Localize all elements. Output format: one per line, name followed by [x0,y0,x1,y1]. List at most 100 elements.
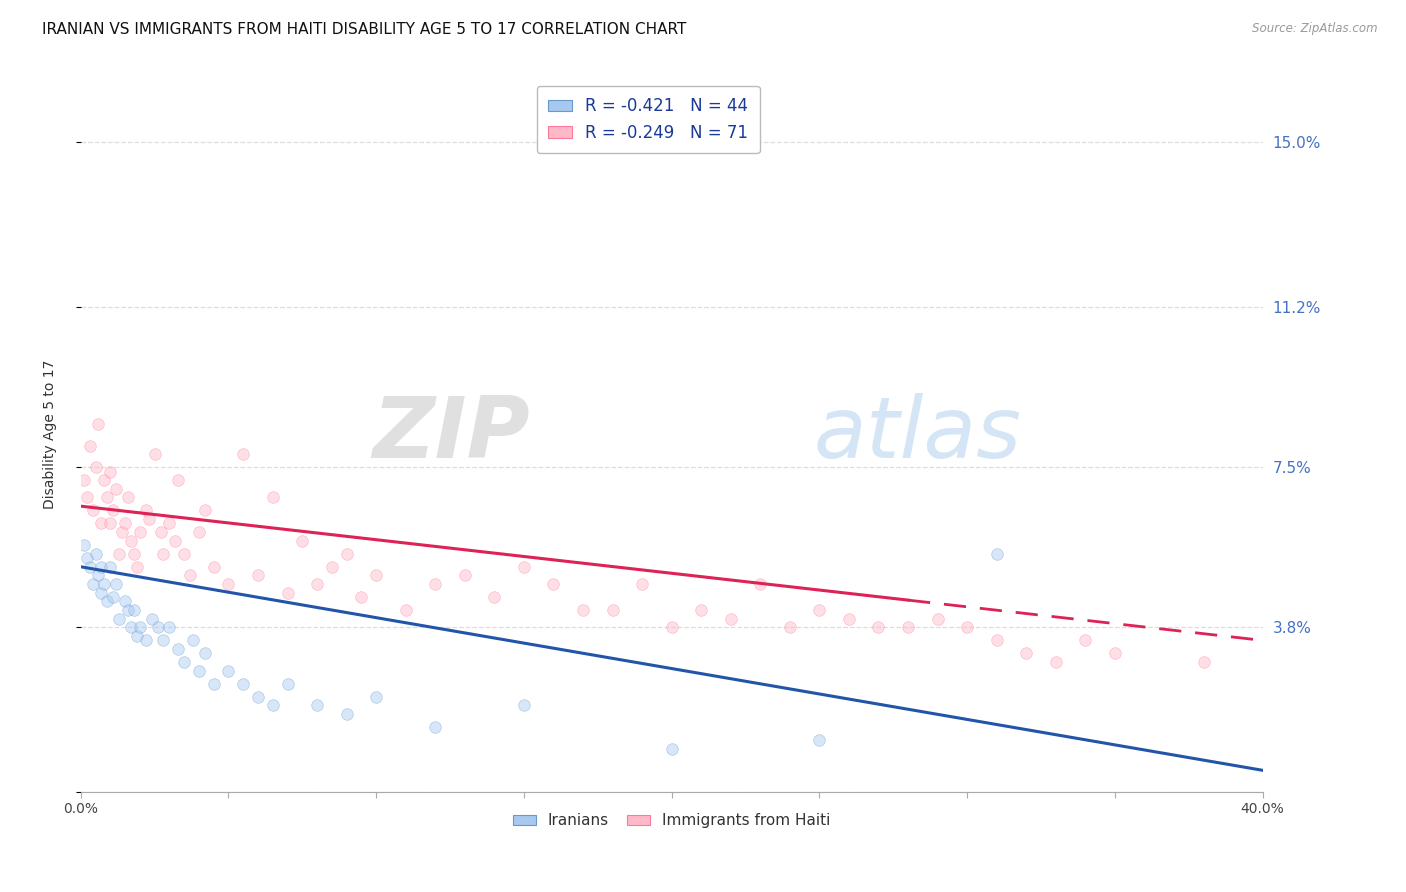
Point [141,612,163,626]
Point [84,460,107,475]
Point [93,577,115,591]
Point [152,633,174,648]
Point [1104,646,1126,660]
Point [395,603,418,617]
Point [143,447,166,461]
Point [135,633,157,648]
Point [98,465,121,479]
Point [194,503,217,517]
Point [82,577,104,591]
Point [336,547,359,561]
Point [98,559,121,574]
Point [1192,655,1215,669]
Point [986,633,1008,648]
Point [108,612,131,626]
Point [96,491,118,505]
Point [779,620,801,634]
Point [336,706,359,721]
Point [167,473,190,487]
Point [194,646,217,660]
Point [87,417,110,431]
Point [749,577,772,591]
Point [217,577,239,591]
Point [217,664,239,678]
Point [157,516,180,531]
Point [179,568,201,582]
Point [232,447,254,461]
Point [631,577,654,591]
Point [111,525,134,540]
Point [173,547,195,561]
Point [838,612,860,626]
Point [202,676,225,690]
Point [277,586,299,600]
Point [125,559,148,574]
Point [114,594,136,608]
Point [122,547,145,561]
Point [90,516,112,531]
Point [138,512,160,526]
Point [262,698,284,713]
Y-axis label: Disability Age 5 to 17: Disability Age 5 to 17 [44,360,58,509]
Point [484,590,506,604]
Point [103,503,125,517]
Point [307,577,329,591]
Point [157,620,180,634]
Point [181,633,204,648]
Point [117,603,139,617]
Point [76,551,98,566]
Point [572,603,595,617]
Point [122,603,145,617]
Point [808,733,831,747]
Point [454,568,477,582]
Point [125,629,148,643]
Point [96,594,118,608]
Point [120,620,142,634]
Point [307,698,329,713]
Point [366,690,388,704]
Text: ZIP: ZIP [373,393,530,476]
Point [117,491,139,505]
Point [76,491,98,505]
Point [114,516,136,531]
Point [868,620,890,634]
Point [149,525,172,540]
Point [105,482,128,496]
Point [661,620,683,634]
Point [262,491,284,505]
Point [84,547,107,561]
Text: atlas: atlas [814,393,1022,476]
Point [277,676,299,690]
Point [167,642,190,657]
Point [1045,655,1067,669]
Point [173,655,195,669]
Point [128,620,150,634]
Point [135,503,157,517]
Point [690,603,713,617]
Point [350,590,373,604]
Point [187,664,209,678]
Point [90,559,112,574]
Point [602,603,624,617]
Point [187,525,209,540]
Point [82,503,104,517]
Point [87,568,110,582]
Point [291,533,314,548]
Point [425,720,447,734]
Point [108,547,131,561]
Point [1074,633,1097,648]
Point [513,698,536,713]
Point [146,620,169,634]
Point [202,559,225,574]
Point [152,547,174,561]
Text: Source: ZipAtlas.com: Source: ZipAtlas.com [1253,22,1378,36]
Point [90,586,112,600]
Point [79,438,101,452]
Point [165,533,187,548]
Point [321,559,343,574]
Point [986,547,1008,561]
Point [73,538,96,552]
Text: IRANIAN VS IMMIGRANTS FROM HAITI DISABILITY AGE 5 TO 17 CORRELATION CHART: IRANIAN VS IMMIGRANTS FROM HAITI DISABIL… [42,22,686,37]
Point [103,590,125,604]
Point [366,568,388,582]
